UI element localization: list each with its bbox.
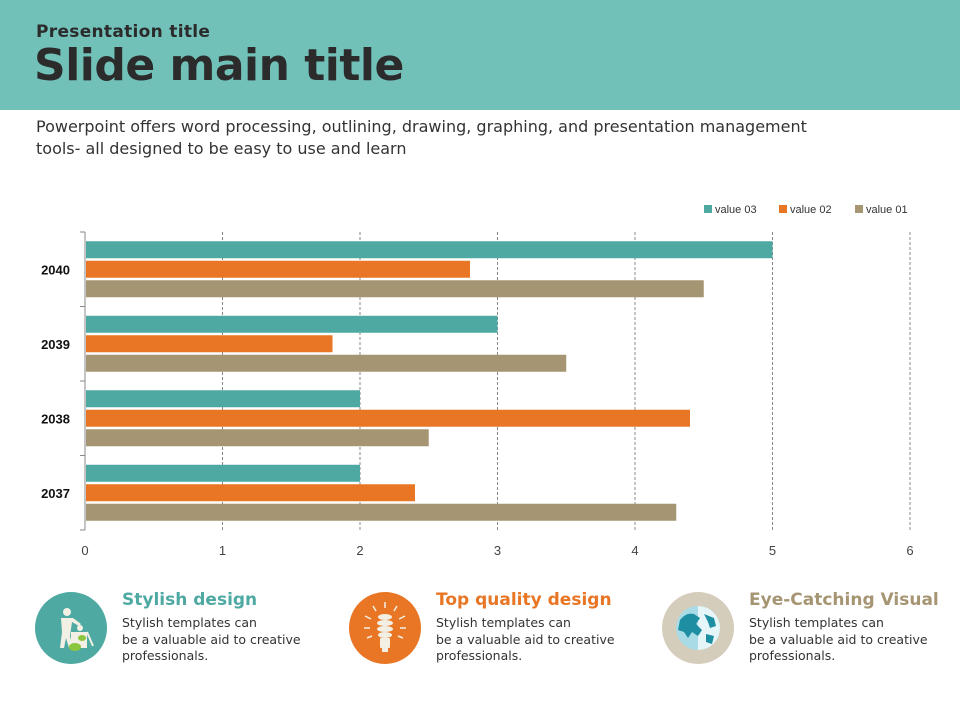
bar-value-03-2040	[86, 241, 773, 259]
x-tick-label: 4	[631, 543, 638, 558]
bar-value-01-2039	[86, 354, 567, 372]
feature-desc-line: professionals.	[122, 648, 209, 663]
feature-desc-line: be a valuable aid to creative	[436, 631, 615, 647]
legend-label: value 01	[866, 204, 908, 216]
feature-eye-catching-visual: Eye-Catching Visual Stylish templates ca…	[662, 590, 960, 670]
feature-desc-line: professionals.	[436, 648, 523, 663]
bar-value-01-2038	[86, 429, 429, 447]
feature-description: Stylish templates can be a valuable aid …	[436, 615, 646, 665]
presentation-title: Presentation title	[36, 22, 211, 42]
slide-title: Slide main title	[34, 40, 404, 91]
x-tick-label: 5	[769, 543, 776, 558]
feature-desc-line: professionals.	[749, 648, 836, 663]
feature-description: Stylish templates can be a valuable aid …	[122, 615, 332, 665]
bar-chart: 0 1 2 3 4 5 6 2040 2039 2038 2037 value 03 value 02 v…	[41, 204, 914, 558]
feature-stylish-design: Stylish design Stylish templates can be …	[35, 590, 335, 670]
legend-swatch	[704, 205, 712, 213]
bar-value-02-2039	[86, 335, 333, 353]
legend-swatch	[855, 205, 863, 213]
recycle-person-icon	[35, 592, 107, 664]
slide-subtitle: Powerpoint offers word processing, outli…	[36, 117, 807, 158]
legend-label: value 02	[790, 204, 832, 216]
y-category-label: 2040	[41, 262, 70, 277]
x-tick-label: 6	[906, 543, 913, 558]
bar-value-01-2040	[86, 280, 704, 298]
x-tick-label: 1	[219, 543, 226, 558]
bar-value-01-2037	[86, 503, 677, 521]
bar-value-03-2039	[86, 315, 498, 333]
feature-title: Top quality design	[436, 590, 612, 610]
header-banner: Presentation title Slide main title	[0, 0, 960, 110]
x-tick-label: 3	[494, 543, 501, 558]
y-category-label: 2037	[41, 486, 70, 501]
bar-value-02-2037	[86, 484, 415, 502]
legend-swatch	[779, 205, 787, 213]
feature-description: Stylish templates can be a valuable aid …	[749, 615, 959, 665]
feature-desc-line: be a valuable aid to creative	[749, 631, 928, 647]
x-tick-label: 2	[356, 543, 363, 558]
feature-desc-line: be a valuable aid to creative	[122, 631, 301, 647]
feature-desc-line: Stylish templates can	[122, 615, 257, 630]
globe-icon	[662, 592, 734, 664]
x-tick-label: 0	[81, 543, 88, 558]
feature-desc-line: Stylish templates can	[436, 615, 571, 630]
feature-title: Eye-Catching Visual	[749, 590, 939, 610]
lightbulb-icon	[349, 592, 421, 664]
bar-value-02-2040	[86, 260, 470, 278]
bar-value-03-2037	[86, 464, 360, 482]
feature-title: Stylish design	[122, 590, 258, 610]
feature-desc-line: Stylish templates can	[749, 615, 884, 630]
y-category-label: 2039	[41, 337, 70, 352]
bar-value-03-2038	[86, 390, 360, 408]
y-category-label: 2038	[41, 411, 70, 426]
feature-top-quality-design: Top quality design Stylish templates can…	[349, 590, 649, 670]
legend-label: value 03	[715, 204, 757, 216]
bar-value-02-2038	[86, 409, 690, 427]
